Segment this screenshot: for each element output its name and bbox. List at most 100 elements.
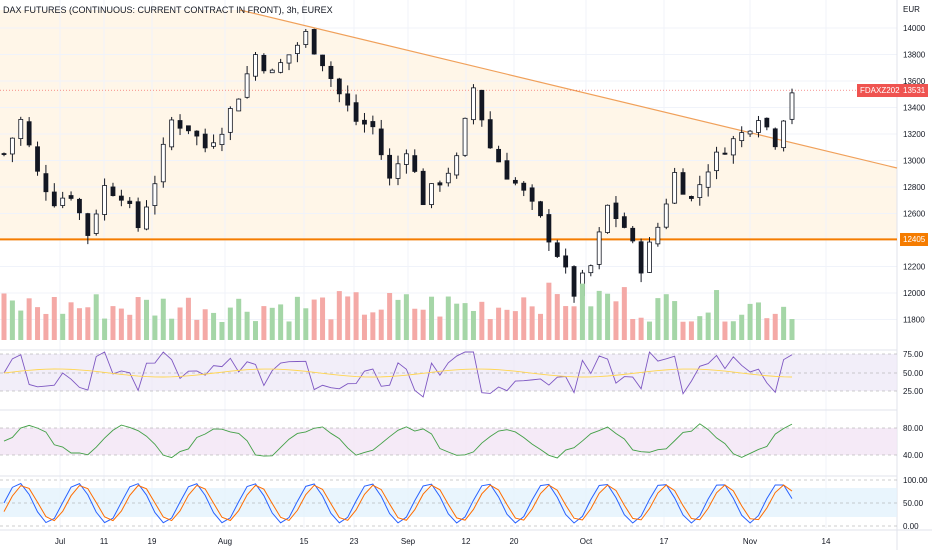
candle-body xyxy=(85,213,91,236)
volume-bar xyxy=(303,308,309,340)
volume-bar xyxy=(345,296,351,340)
candle-body xyxy=(638,241,644,274)
candle-body xyxy=(445,172,451,184)
candle-body xyxy=(454,155,460,176)
volume-bar xyxy=(261,306,267,340)
candle-body xyxy=(403,153,409,165)
candle-body xyxy=(211,142,216,147)
candle-body xyxy=(362,119,367,125)
candle-body xyxy=(353,102,359,122)
candle-body xyxy=(621,216,627,228)
candle-body xyxy=(26,121,32,146)
candle-body xyxy=(1,153,7,155)
candle-body xyxy=(202,133,208,149)
candle-body xyxy=(18,119,24,140)
volume-bar xyxy=(26,298,32,340)
volume-bar xyxy=(110,306,116,340)
volume-bar xyxy=(227,307,233,340)
volume-bar xyxy=(85,307,91,340)
candle-body xyxy=(588,265,594,274)
candle-body xyxy=(772,128,778,148)
time-axis-label: 11 xyxy=(100,537,109,546)
candle-body xyxy=(487,119,493,149)
volume-bar xyxy=(378,309,384,340)
volume-bar xyxy=(722,321,728,340)
candle-body xyxy=(244,73,250,98)
candle-body xyxy=(571,266,577,297)
volume-bar xyxy=(714,290,720,340)
time-axis-label: 20 xyxy=(510,537,519,546)
candle-body xyxy=(672,172,678,204)
volume-bar xyxy=(403,294,409,340)
candle-body xyxy=(295,44,300,54)
candle-body xyxy=(596,231,602,265)
volume-bar xyxy=(605,293,611,340)
candle-body xyxy=(51,191,57,207)
volume-bar xyxy=(588,306,594,340)
stoch-tick-label: 0.00 xyxy=(903,522,919,531)
candle-body xyxy=(144,206,149,230)
candle-body xyxy=(471,87,476,121)
volume-bar xyxy=(655,298,661,340)
volume-bar xyxy=(127,314,133,340)
candle-body xyxy=(186,125,191,132)
candle-body xyxy=(345,93,351,106)
candle-body xyxy=(538,201,543,217)
candle-body xyxy=(152,183,158,206)
candle-body xyxy=(336,78,342,95)
volume-bar xyxy=(252,321,258,340)
candle-body xyxy=(194,130,200,137)
volume-bar xyxy=(294,296,300,340)
candle-body xyxy=(118,195,124,201)
volume-bar xyxy=(789,319,795,340)
candle-body xyxy=(110,186,116,197)
time-axis-label: Sep xyxy=(401,537,416,546)
rsi-tick-label: 50.00 xyxy=(903,369,924,378)
time-axis-label: 19 xyxy=(148,537,157,546)
candle-body xyxy=(269,69,275,74)
candle-body xyxy=(705,171,711,188)
volume-bar xyxy=(336,291,342,340)
stoch-tick-label: 100.00 xyxy=(903,476,928,485)
volume-bar xyxy=(144,299,150,340)
volume-bar xyxy=(747,303,753,340)
rsi-tick-label: 75.00 xyxy=(903,350,924,359)
price-tick-label: 12000 xyxy=(903,289,926,298)
volume-bar xyxy=(60,313,66,340)
candle-body xyxy=(479,89,485,121)
volume-bar xyxy=(672,301,678,340)
candle-body xyxy=(370,121,376,128)
candle-body xyxy=(605,204,610,233)
volume-bar xyxy=(470,310,476,340)
candle-body xyxy=(320,54,325,67)
support-level-tag: 12405 xyxy=(900,233,929,247)
candle-body xyxy=(169,119,175,148)
stoch-d-line xyxy=(3,484,793,522)
volume-bar xyxy=(764,318,770,340)
candle-body xyxy=(227,108,233,133)
volume-bar xyxy=(420,309,426,340)
volume-bar xyxy=(730,321,736,340)
candle-body xyxy=(504,160,510,180)
price-tick-label: 13400 xyxy=(903,104,926,113)
volume-bar xyxy=(638,317,644,340)
candle-body xyxy=(236,98,242,112)
candle-body xyxy=(496,148,501,163)
volume-bar xyxy=(169,318,175,340)
volume-bar xyxy=(563,306,569,340)
time-axis-label: Jul xyxy=(55,537,65,546)
volume-bar xyxy=(51,296,57,340)
volume-bar xyxy=(76,308,82,340)
candle-body xyxy=(613,202,619,219)
volume-bar xyxy=(521,297,527,340)
candle-body xyxy=(512,179,518,184)
volume-bar xyxy=(68,302,74,340)
volume-bar xyxy=(579,283,585,340)
volume-bar xyxy=(236,298,242,340)
price-tick-label: 13600 xyxy=(903,77,926,86)
candle-body xyxy=(420,170,426,206)
volume-bar xyxy=(437,316,443,340)
price-tick-label: 12800 xyxy=(903,183,926,192)
volume-bar xyxy=(454,303,460,340)
